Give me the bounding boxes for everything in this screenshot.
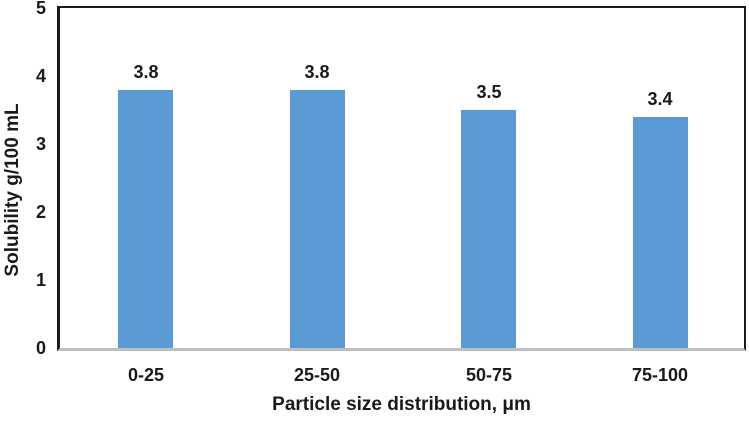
bar-value-label: 3.4 — [647, 89, 673, 109]
y-tick-label: 4 — [35, 66, 46, 86]
x-tick-label: 25-50 — [293, 365, 341, 385]
x-tick-label: 0-25 — [127, 365, 165, 385]
bar-value-label: 3.8 — [304, 62, 330, 82]
plot-area: 3.8 3.8 3.5 3.4 — [57, 6, 746, 351]
y-tick-label: 2 — [35, 202, 46, 222]
y-tick-label: 3 — [35, 134, 46, 154]
bar — [461, 110, 516, 348]
bar — [633, 117, 688, 348]
bar-value-label: 3.8 — [133, 62, 159, 82]
bars-layer: 3.8 3.8 3.5 3.4 — [60, 8, 744, 348]
y-tick-label: 5 — [35, 0, 46, 18]
x-axis-title: Particle size distribution, μm — [272, 394, 531, 415]
bar — [118, 90, 173, 348]
y-tick-label: 1 — [35, 270, 46, 290]
bar-value-label: 3.5 — [476, 82, 502, 102]
bar — [290, 90, 345, 348]
y-tick-label: 0 — [35, 338, 46, 358]
x-tick-label: 50-75 — [465, 365, 513, 385]
y-axis-title: Solubility g/100 mL — [2, 103, 23, 277]
x-tick-label: 75-100 — [631, 365, 689, 385]
